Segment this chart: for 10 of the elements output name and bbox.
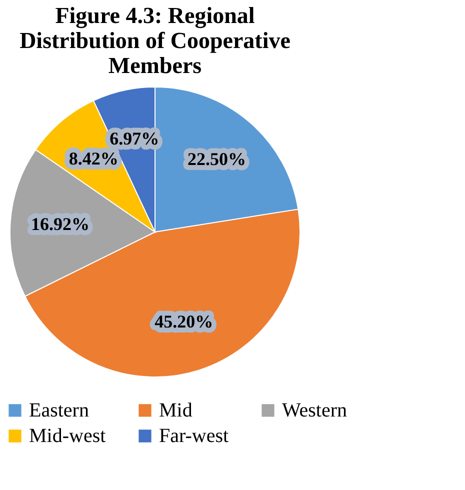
data-label: 16.92% bbox=[31, 214, 90, 234]
legend-label: Mid bbox=[159, 399, 192, 422]
legend-label: Far-west bbox=[159, 425, 230, 447]
legend-label: Western bbox=[282, 399, 348, 422]
chart-title: Figure 4.3: Regional Distribution of Cooperative Members bbox=[20, 3, 290, 78]
legend-label: Mid-west bbox=[29, 425, 106, 447]
legend-label: Eastern bbox=[29, 399, 89, 422]
data-label: 45.20% bbox=[154, 312, 214, 332]
data-label: 8.42% bbox=[68, 148, 118, 168]
data-label: 22.50% bbox=[187, 148, 246, 169]
